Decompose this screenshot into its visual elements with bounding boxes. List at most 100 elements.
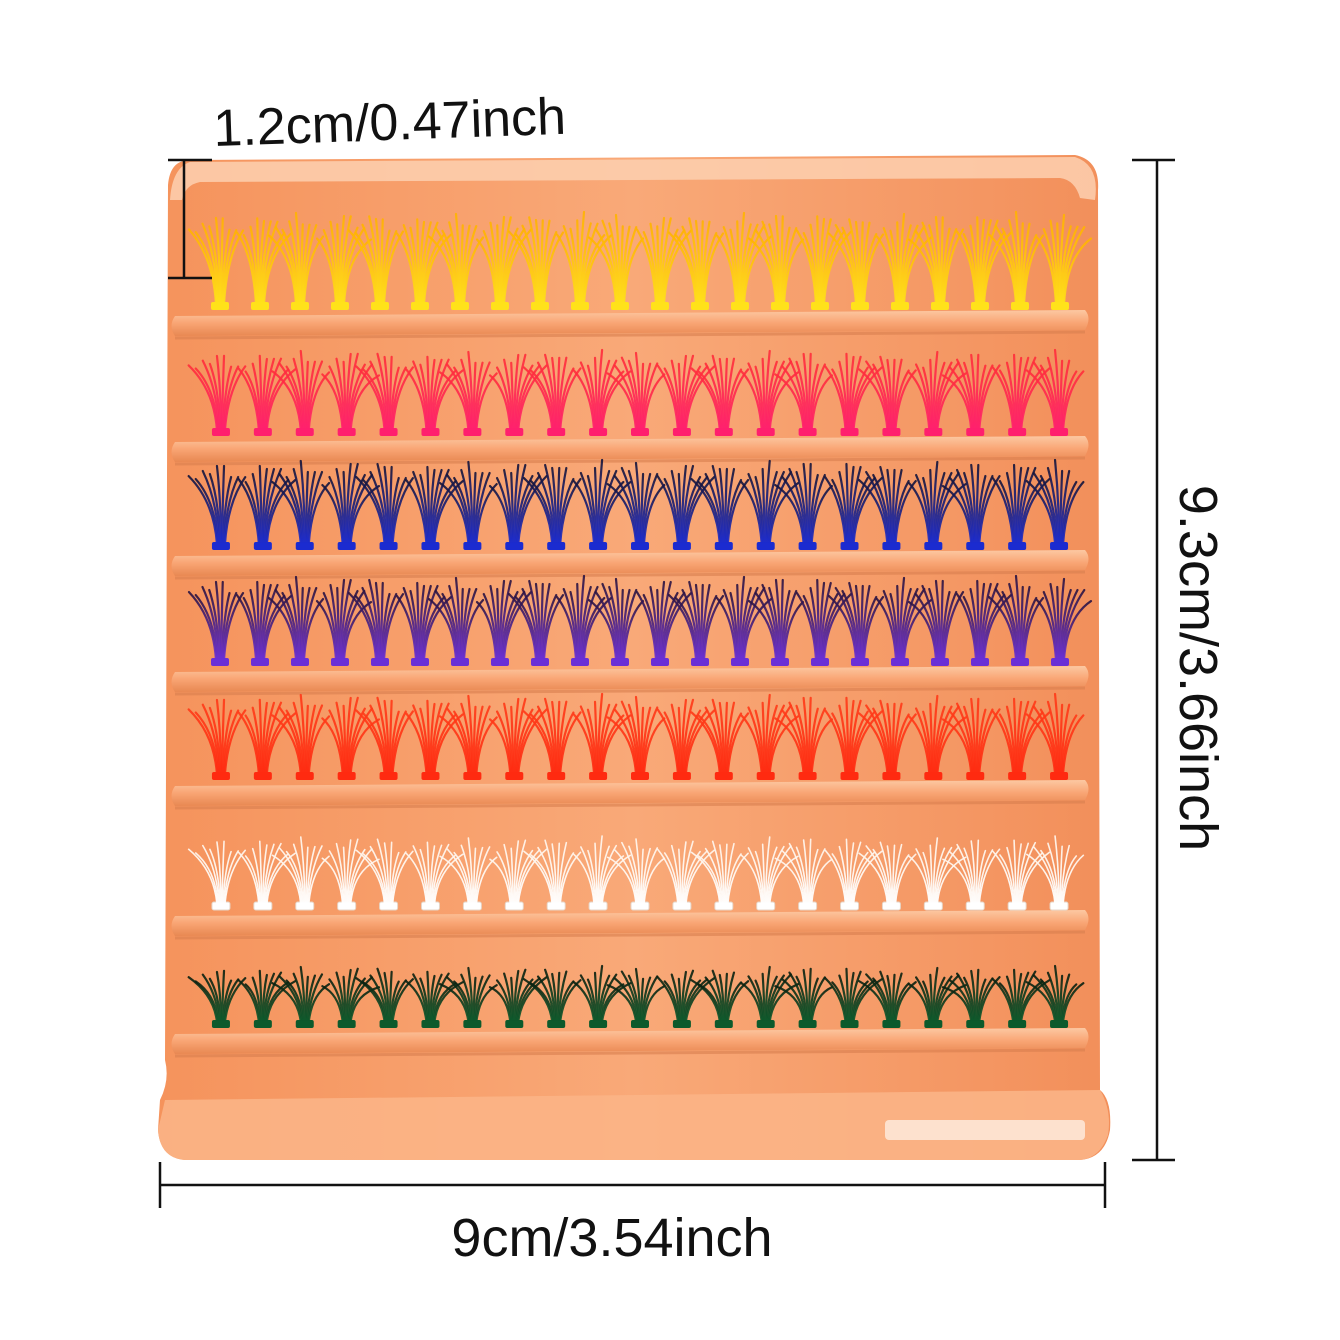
lash-strand: [761, 972, 766, 1024]
lash-strand: [962, 233, 979, 306]
lash-strand: [315, 600, 338, 662]
lash-cluster: [395, 581, 453, 666]
lash-strand: [380, 229, 391, 306]
lash-cluster: [740, 459, 800, 550]
lash-strand: [726, 980, 750, 1024]
lash-strand: [347, 848, 366, 905]
lash-strand: [306, 360, 324, 432]
lash-strand: [963, 976, 976, 1024]
lash-strand: [724, 843, 728, 905]
lash-strand: [865, 704, 890, 776]
tray-rail-shadow: [174, 930, 1086, 940]
lash-strand: [249, 225, 260, 306]
lash-strand: [719, 844, 725, 905]
lash-strand: [936, 483, 967, 546]
lash-strand: [475, 601, 498, 662]
lash-strand: [496, 851, 513, 905]
lash-strand: [261, 357, 268, 432]
lash-cluster: [321, 352, 381, 436]
lash-strand: [606, 984, 638, 1024]
lash-strand: [262, 844, 268, 905]
lash-strand: [754, 709, 765, 776]
lash-strand: [979, 582, 992, 662]
lash-strand: [265, 853, 289, 905]
lash-strand: [663, 367, 681, 432]
lash-strand: [810, 485, 834, 546]
lash-strand: [1060, 480, 1078, 546]
lash-row-purple-black: [187, 574, 1093, 666]
lash-strand: [473, 471, 484, 546]
lash-strand: [412, 470, 429, 546]
lash-strand: [339, 215, 352, 306]
lash-strand: [681, 841, 687, 905]
lash-strand: [419, 977, 430, 1024]
lash-strand: [223, 977, 247, 1024]
lash-strand: [704, 847, 723, 905]
lash-strand: [556, 356, 561, 432]
lash-strand: [936, 856, 967, 905]
lash-strand: [383, 465, 390, 546]
lash-strand: [1040, 849, 1058, 905]
lash-strand: [507, 593, 538, 662]
lash-strand: [827, 232, 858, 306]
lash-strand: [202, 844, 220, 905]
lash-strand: [1032, 974, 1058, 1024]
lash-strand: [1017, 466, 1030, 546]
lash-strand: [845, 462, 850, 546]
lash-strand: [438, 371, 470, 432]
lash-strand: [922, 476, 933, 546]
lash-strand: [932, 694, 939, 776]
lash-strand: [513, 969, 520, 1024]
lash-strand: [346, 838, 359, 905]
lash-strand: [977, 474, 994, 546]
lash-strand: [976, 216, 981, 306]
lash-strand: [781, 709, 806, 776]
lash-strand: [907, 983, 931, 1024]
lash-strand: [307, 482, 331, 546]
lash-strand: [1019, 852, 1044, 905]
lash-strand: [516, 849, 541, 905]
lash-strand: [978, 364, 1001, 432]
lash-strand: [462, 236, 485, 306]
lash-strand: [701, 594, 718, 662]
lash-strand: [1001, 590, 1020, 662]
lash-strand: [795, 592, 818, 662]
lash-strand: [355, 709, 386, 776]
lash-strand: [383, 842, 390, 905]
lash-cluster: [439, 837, 498, 911]
lash-cluster: [991, 697, 1051, 780]
lash-strand: [640, 848, 644, 905]
lash-strand: [329, 583, 340, 662]
lash-strand: [1014, 574, 1022, 662]
lash-strand: [933, 847, 946, 905]
lash-strand: [556, 700, 561, 776]
lash-cluster: [992, 839, 1051, 911]
lash-strand: [1016, 356, 1023, 432]
lash-strand: [802, 696, 809, 776]
lash-strand: [768, 371, 800, 432]
lash-strand: [572, 713, 596, 776]
tray-height-label: 9.3cm/3.66inch: [1168, 485, 1228, 851]
lash-strand: [433, 853, 464, 905]
lash-strand: [987, 233, 1018, 306]
lash-cluster: [942, 839, 1001, 911]
lash-strand: [740, 854, 763, 905]
lash-cluster: [355, 696, 414, 780]
lash-strand: [879, 355, 892, 432]
lash-strand: [1046, 971, 1060, 1024]
lash-strand: [379, 218, 384, 306]
lash-strand: [670, 703, 682, 776]
lash-strand: [362, 981, 387, 1024]
lash-strand: [907, 371, 931, 432]
lash-strand: [852, 978, 883, 1024]
lash-strand: [237, 851, 260, 905]
lash-strand: [596, 964, 604, 1024]
lash-strand: [315, 237, 338, 306]
lash-strand: [405, 368, 428, 432]
lash-strand: [1025, 369, 1057, 432]
lash-strand: [620, 588, 631, 662]
lash-strand: [472, 705, 477, 776]
lash-strand: [816, 215, 821, 306]
lash-strand: [346, 696, 359, 776]
lash-strand: [634, 351, 642, 432]
